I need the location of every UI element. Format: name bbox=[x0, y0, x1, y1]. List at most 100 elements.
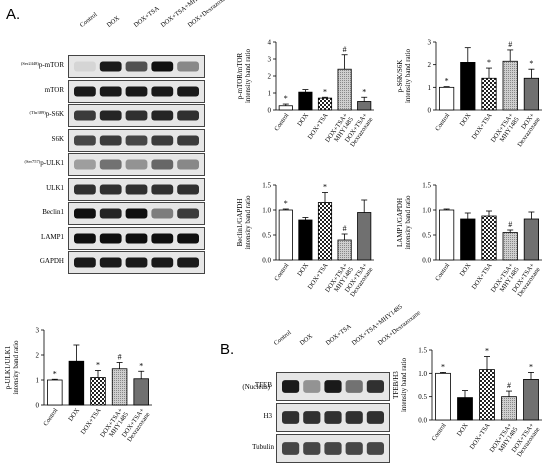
blot-band bbox=[345, 442, 363, 455]
phospho-site-label: (Ser2448) bbox=[20, 61, 39, 66]
y-tick-label: 1 bbox=[428, 84, 432, 92]
blot-band bbox=[324, 380, 342, 393]
category-label: DOX+TSA bbox=[80, 407, 103, 436]
lane-label: DOX bbox=[105, 14, 122, 29]
chart-pmtor: p-mTOR/mTOR intensity band ratio 0 1 2 3 4 * Con… bbox=[236, 39, 375, 149]
significance-mark: # bbox=[508, 40, 512, 49]
svg-text:Control: Control bbox=[431, 422, 448, 442]
panel-b-label: B. bbox=[220, 341, 235, 358]
bar bbox=[90, 377, 106, 406]
svg-text:DOX: DOX bbox=[456, 422, 470, 438]
bar bbox=[502, 60, 518, 111]
chart-pulk1: p-ULK1/ULK1 intensity band ratio 0 1 2 3 * Cont… bbox=[4, 327, 152, 443]
svg-text:DOX: DOX bbox=[296, 112, 310, 128]
phospho-site-label: (Ser757) bbox=[24, 159, 41, 164]
svg-text:DOX: DOX bbox=[459, 262, 473, 278]
bar bbox=[47, 379, 63, 406]
blot-band bbox=[99, 257, 122, 268]
chart-ps6k: p-S6K/S6K intensity band ratio 0 1 2 3 * Contro… bbox=[396, 39, 542, 148]
bar bbox=[298, 91, 313, 111]
bar bbox=[481, 77, 497, 111]
blot-beclin1 bbox=[68, 202, 205, 225]
blot-band bbox=[366, 411, 384, 424]
phospho-site-label: (Thr389) bbox=[29, 110, 46, 115]
blot-band bbox=[74, 159, 96, 170]
blot-p-s6k bbox=[68, 104, 205, 127]
significance-mark: * bbox=[529, 59, 533, 68]
y-tick-label: 0.0 bbox=[422, 257, 431, 265]
y-tick-label: 0.5 bbox=[262, 232, 271, 240]
blot-band bbox=[177, 159, 199, 170]
svg-text:Control: Control bbox=[273, 262, 290, 282]
blot-ulk1 bbox=[68, 177, 205, 201]
y-tick-label: 1.0 bbox=[262, 207, 271, 215]
bar bbox=[460, 218, 476, 261]
protein-name: p-mTOR bbox=[38, 61, 64, 69]
protein-name: S6K bbox=[51, 134, 64, 143]
significance-mark: # bbox=[507, 381, 511, 390]
significance-mark: * bbox=[284, 199, 288, 208]
svg-text:DOX+TSA: DOX+TSA bbox=[471, 112, 494, 141]
significance-mark: * bbox=[139, 361, 143, 370]
blot-lamp1 bbox=[68, 226, 205, 250]
bar bbox=[298, 219, 313, 261]
significance-mark: * bbox=[53, 369, 57, 378]
y-axis-label: intensity band ratio bbox=[244, 195, 252, 250]
blot-band bbox=[177, 61, 199, 72]
y-axis-label: Beclin1/GAPDH bbox=[236, 199, 244, 247]
blot-tubulin bbox=[276, 434, 390, 463]
bar bbox=[523, 379, 539, 421]
blot-band bbox=[99, 232, 122, 244]
blot-p-ulk1 bbox=[68, 153, 205, 176]
svg-text:Control: Control bbox=[42, 407, 59, 427]
category-label: Control bbox=[431, 422, 448, 442]
blot-label-s6k: S6K bbox=[0, 135, 64, 143]
y-tick-label: 2 bbox=[36, 352, 40, 360]
lane-label: Control bbox=[78, 11, 99, 29]
category-label: DOX bbox=[296, 262, 310, 278]
y-tick-label: 4 bbox=[268, 39, 272, 47]
blot-band bbox=[282, 442, 300, 455]
bar bbox=[460, 61, 476, 111]
blot-band bbox=[99, 183, 122, 195]
blot-band bbox=[74, 257, 96, 268]
blot-band bbox=[125, 232, 148, 244]
blot-band bbox=[125, 134, 148, 146]
blot-band bbox=[151, 208, 174, 219]
y-axis-label: TFEB/H3 bbox=[392, 371, 400, 399]
blot-band bbox=[366, 380, 384, 393]
significance-mark: # bbox=[508, 220, 512, 229]
blot-band bbox=[125, 183, 148, 195]
category-label: Control bbox=[434, 112, 451, 132]
category-label: DOX bbox=[456, 422, 470, 438]
bar bbox=[479, 369, 495, 421]
svg-text:DOX: DOX bbox=[296, 262, 310, 278]
y-axis-label: p-S6K/S6K bbox=[396, 60, 404, 93]
blot-label-h3: H3 bbox=[263, 412, 272, 420]
blot-band bbox=[345, 411, 363, 424]
blot-band bbox=[125, 257, 148, 268]
significance-mark: * bbox=[323, 183, 327, 192]
y-axis-label: intensity band ratio bbox=[404, 195, 412, 250]
blot-band bbox=[177, 85, 199, 97]
blot-band bbox=[151, 134, 174, 146]
y-tick-label: 2 bbox=[428, 61, 432, 69]
blot-band bbox=[99, 134, 122, 146]
significance-mark: * bbox=[441, 362, 445, 371]
blot-band bbox=[151, 183, 174, 195]
blot-band bbox=[99, 61, 122, 72]
y-tick-label: 1 bbox=[268, 90, 272, 98]
bar bbox=[68, 360, 85, 406]
category-label: DOX+TSA bbox=[471, 112, 494, 141]
svg-text:Control: Control bbox=[434, 112, 451, 132]
y-tick-label: 0.5 bbox=[422, 232, 431, 240]
y-axis-label: intensity band ratio bbox=[400, 357, 408, 412]
bar bbox=[317, 97, 333, 111]
blot-band bbox=[151, 159, 174, 170]
blot-band bbox=[99, 208, 122, 219]
blot-band bbox=[125, 110, 148, 121]
y-tick-label: 1.5 bbox=[422, 182, 431, 190]
blot-band bbox=[99, 159, 122, 170]
blot-band bbox=[324, 442, 342, 455]
y-tick-label: 3 bbox=[268, 56, 272, 64]
